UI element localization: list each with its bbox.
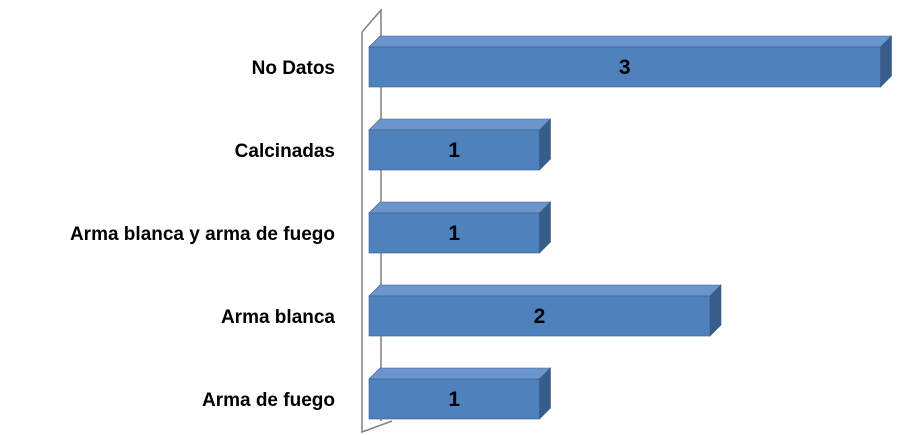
axis-wall-back-line xyxy=(361,7,382,421)
data-label: 1 xyxy=(448,222,460,245)
data-label: 3 xyxy=(619,56,631,79)
labels: 3 No Datos 1 Calcinadas 1 Arma blanca y arma … xyxy=(70,56,631,411)
bar-3 xyxy=(368,212,540,254)
bar-4 xyxy=(368,295,711,337)
category-label: Arma blanca y arma de fuego xyxy=(70,224,335,245)
category-label: Calcinadas xyxy=(235,141,335,162)
data-label: 1 xyxy=(448,139,460,162)
bar-2-top-face xyxy=(368,118,552,131)
bar-5 xyxy=(368,378,540,420)
category-axis xyxy=(361,7,393,434)
bar-1-top-face xyxy=(368,35,893,48)
bars xyxy=(368,35,893,420)
category-label: Arma blanca xyxy=(221,307,335,328)
category-label: No Datos xyxy=(252,58,335,79)
bar-1 xyxy=(368,46,881,88)
data-label: 2 xyxy=(534,305,546,328)
bar-5-top-face xyxy=(368,367,552,380)
data-label: 1 xyxy=(448,388,460,411)
bar-4-top-face xyxy=(368,284,722,297)
bar-3-top-face xyxy=(368,201,552,214)
bar-2 xyxy=(368,129,540,171)
category-label: Arma de fuego xyxy=(202,390,335,411)
axis-wall-front-line xyxy=(361,32,393,434)
